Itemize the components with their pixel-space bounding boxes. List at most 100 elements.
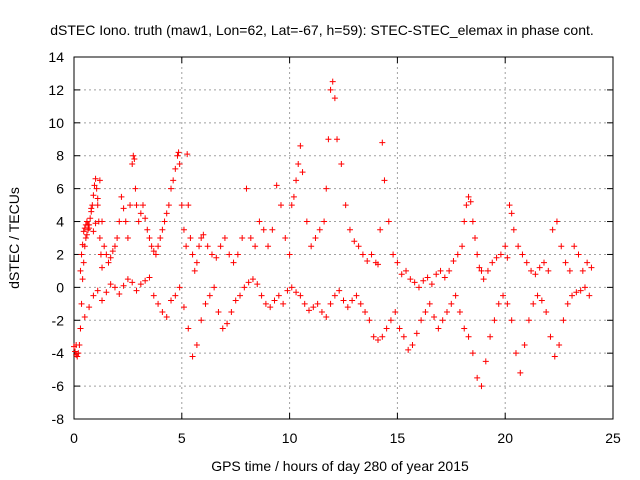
data-point: [469, 218, 476, 225]
data-point: [224, 320, 231, 327]
data-point: [424, 274, 431, 281]
data-point: [124, 235, 131, 241]
data-point: [316, 226, 323, 233]
data-point: [183, 243, 190, 250]
data-point: [474, 251, 481, 258]
data-point: [103, 251, 110, 258]
data-point: [249, 276, 256, 283]
data-point: [83, 218, 90, 225]
data-point: [415, 284, 422, 291]
x-tick-label: 10: [282, 430, 298, 446]
y-tick-label: 12: [48, 82, 64, 98]
data-point: [353, 292, 360, 299]
data-point: [476, 264, 483, 271]
data-point: [323, 313, 330, 320]
data-point: [394, 259, 401, 266]
data-point: [187, 235, 194, 241]
data-point: [293, 289, 300, 296]
y-tick-label: 0: [56, 279, 64, 295]
data-point: [398, 271, 405, 278]
data-point: [577, 287, 584, 294]
data-point: [297, 292, 304, 299]
data-point: [478, 267, 485, 274]
data-point: [74, 353, 81, 360]
data-point: [107, 281, 114, 288]
chart-title: dSTEC Iono. truth (maw1, Lon=62, Lat=-67…: [50, 22, 594, 38]
data-point: [232, 297, 239, 304]
data-point: [130, 152, 137, 159]
data-point: [487, 333, 494, 340]
data-point: [159, 309, 166, 316]
data-point: [374, 337, 381, 344]
data-point: [256, 218, 263, 225]
data-point: [387, 317, 394, 324]
data-point: [334, 136, 341, 143]
data-point: [377, 226, 384, 233]
data-point: [504, 300, 511, 307]
data-point: [400, 333, 407, 340]
data-point: [83, 231, 90, 238]
data-point: [428, 281, 435, 288]
data-point: [137, 210, 144, 217]
data-point: [495, 300, 502, 307]
data-point: [581, 284, 588, 291]
data-point: [82, 235, 89, 241]
data-point: [478, 383, 485, 390]
data-point: [420, 277, 427, 284]
data-point: [176, 160, 183, 167]
data-point: [208, 251, 215, 258]
data-point: [234, 251, 241, 258]
data-point: [90, 292, 97, 299]
data-point: [532, 271, 539, 278]
data-point: [465, 193, 472, 200]
data-point: [86, 304, 93, 311]
y-tick-label: 14: [48, 49, 64, 65]
data-point: [530, 300, 537, 307]
data-point: [198, 317, 205, 324]
data-point: [206, 292, 213, 299]
data-point: [172, 165, 179, 172]
data-point: [73, 341, 80, 348]
data-point: [508, 317, 515, 324]
data-point: [290, 193, 297, 200]
data-point: [262, 300, 269, 307]
data-point: [81, 313, 88, 320]
data-point: [521, 341, 528, 348]
data-point: [243, 185, 250, 192]
data-point: [338, 160, 345, 167]
data-point: [237, 292, 244, 299]
data-point: [221, 235, 228, 241]
data-point: [176, 284, 183, 291]
data-point: [392, 309, 399, 316]
data-point: [295, 160, 302, 167]
data-point: [463, 202, 470, 209]
data-point: [146, 274, 153, 281]
data-point: [329, 78, 336, 85]
data-point: [310, 304, 317, 311]
data-point: [569, 292, 576, 299]
data-point: [573, 289, 580, 296]
data-point: [204, 243, 211, 250]
data-point: [120, 282, 127, 289]
data-point: [86, 225, 93, 232]
data-point: [566, 267, 573, 274]
data-point: [189, 353, 196, 360]
data-point: [77, 267, 84, 274]
data-point: [258, 292, 265, 299]
data-point: [213, 254, 220, 261]
data-point: [75, 350, 82, 357]
data-point: [301, 300, 308, 307]
data-point: [184, 151, 191, 158]
data-point: [99, 297, 106, 304]
data-point: [94, 287, 101, 294]
data-point: [239, 235, 246, 241]
data-point: [94, 195, 101, 202]
data-point: [89, 202, 96, 209]
data-point: [114, 235, 121, 241]
data-point: [467, 198, 474, 205]
data-point: [459, 243, 466, 250]
data-point: [547, 333, 554, 340]
data-point: [396, 325, 403, 332]
data-point: [422, 309, 429, 316]
data-point: [282, 235, 289, 241]
